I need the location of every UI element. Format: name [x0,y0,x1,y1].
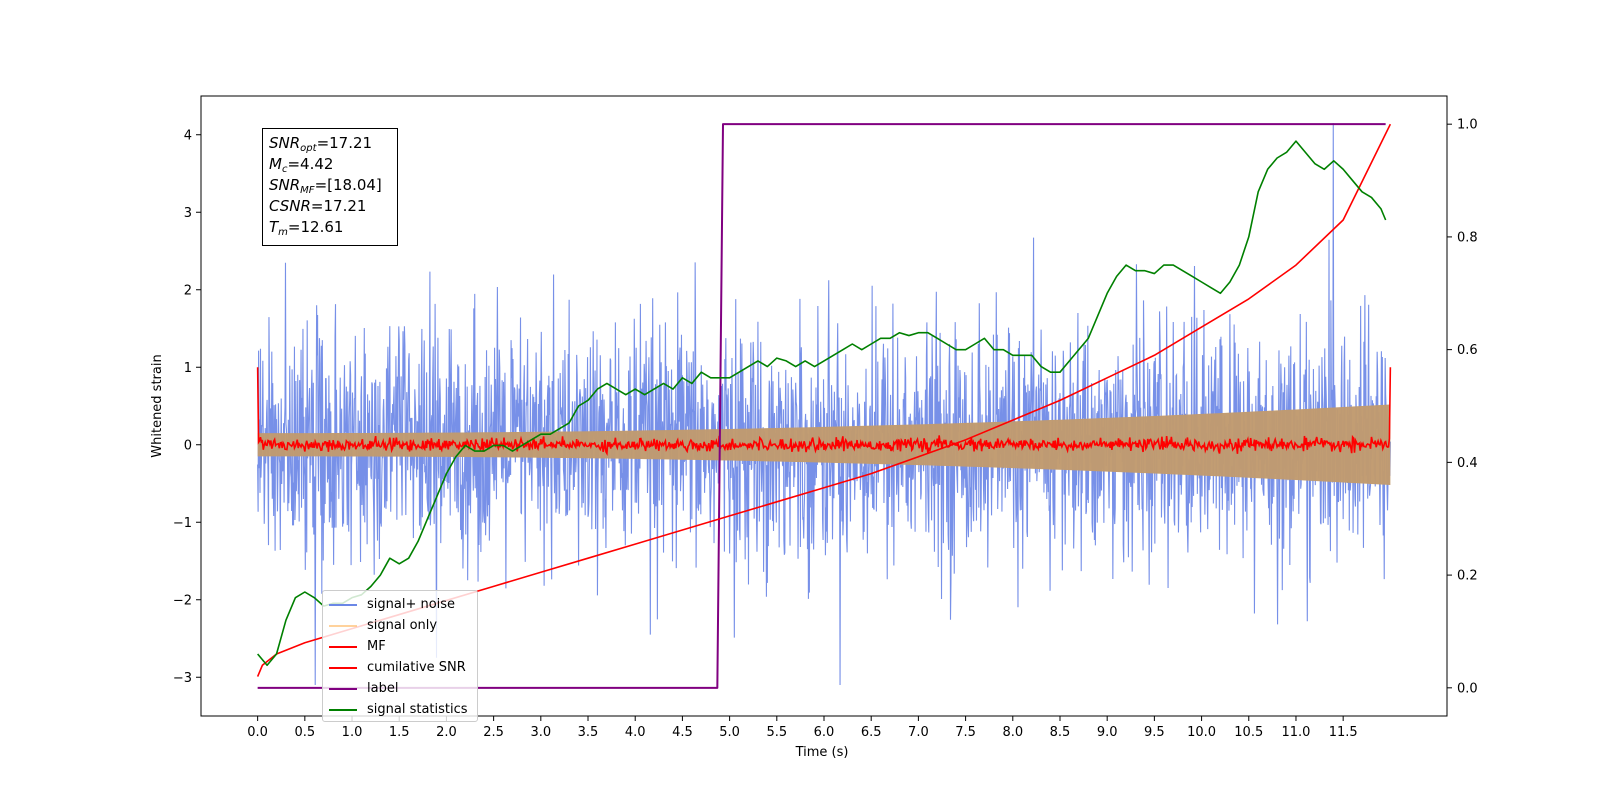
x-tick-label: 3.0 [530,725,551,740]
x-tick-label: 5.0 [719,725,740,740]
y-tick-label: −1 [173,516,192,531]
x-tick-label: 6.0 [814,725,835,740]
x-tick-label: 1.0 [342,725,363,740]
x-tick-label: 10.0 [1187,725,1216,740]
legend-item: label [329,678,471,699]
x-axis: 0.0 0.5 1.0 1.5 2.0 2.5 3.0 3.5 4.0 4.5 5.0 5.5 6.0 6… [247,716,1358,740]
info-line: SNRMF=[18.04] [269,176,382,196]
legend-label: signal statistics [367,702,468,717]
x-tick-label: 6.5 [861,725,882,740]
x-tick-label: 3.5 [578,725,599,740]
x-tick-label: 11.0 [1281,725,1310,740]
x-tick-label: 9.0 [1097,725,1118,740]
x-axis-label: Time (s) [795,745,849,760]
y-tick-label: 2 [184,283,192,298]
y-right-tick-label: 0.0 [1457,681,1478,696]
legend-label: MF [367,639,386,654]
info-line: Mc=4.42 [269,155,334,175]
y-right-tick-label: 0.4 [1457,456,1478,471]
snr-info-box: SNRopt=17.21 Mc=4.42 SNRMF=[18.04] CSNR=17.… [262,128,398,246]
x-tick-label: 0.0 [247,725,268,740]
info-line: CSNR=17.21 [269,197,367,215]
x-tick-label: 0.5 [294,725,315,740]
y-tick-label: 0 [184,438,192,453]
legend-item: signal statistics [329,699,471,720]
legend-label: cumilative SNR [367,660,466,675]
x-tick-label: 7.0 [908,725,929,740]
y-right-tick-label: 1.0 [1457,118,1478,133]
legend-item: MF [329,636,471,657]
x-tick-label: 2.5 [483,725,504,740]
y-axis-label: Whitened strain [150,354,165,457]
x-tick-label: 8.5 [1050,725,1071,740]
x-tick-label: 2.0 [436,725,457,740]
y-right-tick-label: 0.8 [1457,230,1478,245]
legend-swatch [329,645,357,648]
x-tick-label: 4.0 [625,725,646,740]
series-label [257,123,1386,689]
y-axis-right: 1.0 0.8 0.6 0.4 0.2 0.0 [1447,118,1478,696]
legend-swatch [329,603,357,606]
legend-item: cumilative SNR [329,657,471,678]
y-tick-label: 1 [184,361,192,376]
x-tick-label: 11.5 [1329,725,1358,740]
legend-swatch [329,708,357,711]
legend-label: signal only [367,618,438,633]
x-tick-label: 5.5 [766,725,787,740]
legend-item: signal only [329,615,471,636]
x-tick-label: 7.5 [955,725,976,740]
x-tick-label: 9.5 [1144,725,1165,740]
legend-swatch [329,666,357,669]
y-tick-label: 4 [184,128,192,143]
info-line: SNRopt=17.21 [269,134,373,154]
x-tick-label: 10.5 [1234,725,1263,740]
legend-swatch [329,624,357,627]
series-mf [256,367,1392,456]
series-signal-statistics [257,140,1387,667]
legend-item: signal+ noise [329,594,471,615]
y-right-tick-label: 0.2 [1457,569,1478,584]
y-tick-label: −2 [173,593,192,608]
legend-label: label [367,681,399,696]
x-tick-label: 8.0 [1002,725,1023,740]
legend-label: signal+ noise [367,597,456,612]
y-right-tick-label: 0.6 [1457,343,1478,358]
y-tick-label: 3 [184,206,192,221]
info-line: Tm=12.61 [269,218,344,238]
x-tick-label: 1.5 [389,725,410,740]
legend: signal+ noise signal only MF cumilative SNR… [322,590,478,722]
y-axis-left: 4 3 2 1 0 −1 −2 −3 [173,128,201,686]
x-tick-label: 4.5 [672,725,693,740]
legend-swatch [329,687,357,690]
y-tick-label: −3 [173,671,192,686]
